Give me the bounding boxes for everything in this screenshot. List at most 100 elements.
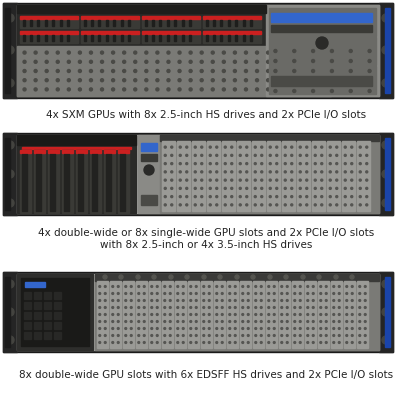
Circle shape — [314, 163, 316, 165]
Circle shape — [221, 306, 223, 308]
Bar — [90, 150, 101, 213]
Circle shape — [200, 79, 203, 82]
Circle shape — [229, 314, 230, 315]
Circle shape — [274, 60, 277, 62]
Circle shape — [246, 187, 248, 189]
Circle shape — [178, 79, 181, 82]
Circle shape — [299, 300, 301, 302]
Circle shape — [117, 342, 119, 343]
Circle shape — [234, 293, 236, 294]
Circle shape — [186, 171, 188, 173]
Circle shape — [293, 70, 296, 72]
Circle shape — [145, 51, 148, 54]
Circle shape — [312, 321, 314, 322]
Circle shape — [261, 171, 263, 173]
Circle shape — [382, 280, 390, 288]
Circle shape — [151, 306, 153, 308]
Circle shape — [194, 171, 196, 173]
Circle shape — [190, 314, 192, 315]
Circle shape — [314, 187, 316, 189]
Circle shape — [382, 141, 390, 149]
Circle shape — [211, 70, 214, 72]
Circle shape — [216, 306, 218, 308]
Circle shape — [224, 154, 226, 156]
Circle shape — [67, 88, 70, 91]
Circle shape — [229, 334, 230, 336]
Circle shape — [6, 46, 14, 54]
Bar — [23, 20, 25, 26]
Circle shape — [45, 79, 48, 82]
Bar — [327, 141, 340, 211]
Circle shape — [143, 306, 145, 308]
Circle shape — [321, 171, 323, 173]
Bar — [44, 312, 51, 319]
Circle shape — [203, 334, 205, 336]
Circle shape — [299, 204, 301, 206]
Circle shape — [143, 334, 145, 336]
Circle shape — [151, 342, 153, 343]
Circle shape — [273, 314, 275, 315]
Circle shape — [293, 90, 296, 92]
Circle shape — [112, 70, 114, 72]
Circle shape — [167, 60, 170, 63]
Circle shape — [289, 88, 292, 91]
Bar — [52, 20, 54, 26]
Circle shape — [311, 60, 315, 62]
Circle shape — [209, 179, 211, 181]
Bar — [279, 281, 290, 348]
Circle shape — [338, 306, 340, 308]
Circle shape — [208, 286, 210, 287]
Circle shape — [359, 154, 361, 156]
Bar — [34, 292, 41, 299]
Circle shape — [261, 204, 263, 206]
Circle shape — [333, 293, 335, 294]
Circle shape — [351, 204, 353, 206]
Circle shape — [349, 90, 352, 92]
Circle shape — [78, 70, 81, 72]
Circle shape — [254, 163, 256, 165]
Circle shape — [321, 196, 323, 198]
Circle shape — [268, 306, 270, 308]
Circle shape — [299, 314, 301, 315]
Circle shape — [278, 60, 281, 63]
Circle shape — [261, 179, 263, 181]
Circle shape — [164, 154, 166, 156]
Circle shape — [351, 314, 353, 315]
Bar — [30, 20, 32, 26]
Circle shape — [293, 50, 296, 52]
Circle shape — [224, 179, 226, 181]
Circle shape — [267, 88, 270, 91]
Circle shape — [90, 70, 93, 72]
Circle shape — [203, 300, 205, 302]
Circle shape — [359, 300, 361, 302]
Circle shape — [242, 321, 244, 322]
Circle shape — [311, 70, 314, 72]
Bar — [45, 35, 47, 41]
Circle shape — [104, 328, 106, 330]
Circle shape — [338, 334, 340, 336]
Circle shape — [346, 286, 348, 287]
Circle shape — [312, 334, 314, 336]
Circle shape — [100, 88, 104, 91]
Bar — [92, 154, 93, 211]
Circle shape — [112, 60, 114, 63]
Circle shape — [208, 300, 210, 302]
Circle shape — [306, 154, 308, 156]
Circle shape — [254, 171, 256, 173]
Bar — [40, 154, 41, 211]
Circle shape — [78, 88, 81, 91]
Circle shape — [201, 196, 203, 198]
Circle shape — [185, 275, 189, 279]
Circle shape — [134, 60, 137, 63]
Circle shape — [112, 306, 114, 308]
Circle shape — [131, 300, 132, 302]
Circle shape — [267, 70, 270, 72]
Circle shape — [333, 334, 335, 336]
Circle shape — [244, 51, 247, 54]
Bar — [62, 150, 73, 213]
Circle shape — [351, 146, 353, 148]
Circle shape — [336, 146, 338, 148]
Circle shape — [229, 306, 230, 308]
Bar — [91, 35, 93, 41]
Circle shape — [169, 342, 171, 343]
